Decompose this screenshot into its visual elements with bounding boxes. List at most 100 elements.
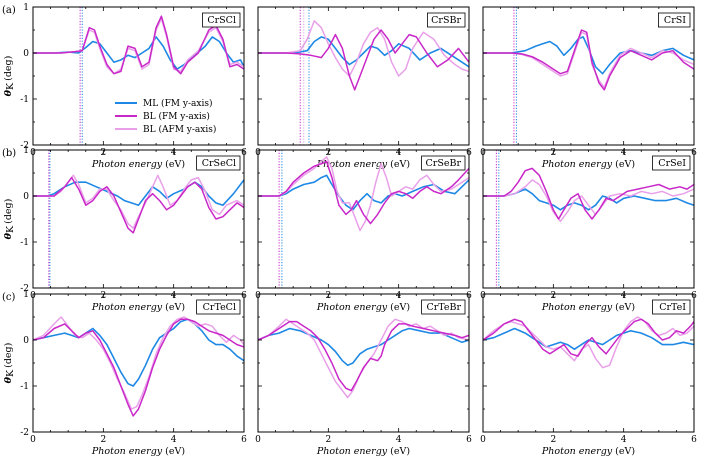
material-label-box	[421, 299, 466, 315]
legend-entry-label: BL (FM y-axis)	[143, 111, 210, 122]
material-label-box	[202, 12, 241, 28]
series-line-bl-fm	[33, 176, 244, 234]
series-line-bl-fm	[258, 320, 469, 392]
material-label: CrSBr	[431, 15, 461, 26]
y-axis-label-unit: (deg)	[3, 56, 14, 81]
x-axis-label-unit: (eV)	[390, 302, 410, 313]
series-line-bl-afm	[33, 17, 244, 75]
x-tick-label: 6	[691, 435, 697, 445]
material-label-box	[658, 12, 691, 28]
y-tick-label: -2	[20, 141, 29, 151]
series-line-ml	[258, 327, 469, 367]
x-tick-label: 0	[255, 435, 261, 445]
axes-frame	[257, 149, 470, 289]
series-line-bl-afm	[33, 174, 244, 229]
axes-frame	[482, 293, 695, 433]
panel-crsi: 0246CrSIPhoton energy(eV)	[480, 6, 697, 170]
series-line-bl-afm	[483, 316, 694, 369]
x-tick-label: 2	[550, 435, 556, 445]
x-axis-label-text: Photon energy	[91, 302, 163, 313]
series-group	[33, 174, 244, 234]
x-axis-label: Photon energy (eV)	[316, 159, 410, 170]
y-axis-label: θK(deg)	[3, 56, 16, 97]
x-axis-label-unit: (eV)	[165, 159, 185, 170]
y-tick-label: 1	[23, 290, 29, 300]
material-label: CrSCl	[207, 15, 236, 26]
material-label: CrTeBr	[426, 302, 461, 313]
row-label: (a)	[2, 5, 16, 16]
material-label: CrTeCl	[203, 302, 236, 313]
legend-entry-label: BL (AFM y-axis)	[143, 124, 216, 135]
x-tick-label: 6	[466, 435, 472, 445]
row-label: (c)	[2, 292, 16, 303]
y-axis-label-symbol: θ	[3, 376, 14, 383]
material-label: CrSeBr	[426, 158, 462, 169]
legend: ML (FM y-axis) BL (FM y-axis) BL (AFM y-ax…	[115, 98, 216, 135]
y-axis-label-symbol: θ	[3, 89, 14, 96]
series-group	[33, 316, 244, 417]
legend-entry-label: ML (FM y-axis)	[143, 98, 212, 109]
series-line-ml	[33, 318, 244, 387]
y-tick-label: -2	[20, 428, 29, 438]
axes-frame	[482, 6, 695, 146]
x-axis-label-text: Photon energy	[541, 302, 613, 313]
axes-frame	[257, 6, 470, 146]
series-line-ml	[258, 36, 469, 68]
x-axis-label-text: Photon energy	[541, 159, 613, 170]
material-label: CrSeI	[658, 158, 686, 169]
y-tick-label: -1	[20, 238, 29, 248]
x-tick-label: 4	[171, 435, 177, 445]
y-axis-label-sub: K	[5, 225, 16, 233]
y-tick-label: -2	[20, 284, 29, 294]
x-tick-label: 0	[480, 435, 486, 445]
panel-crsei: 0246CrSeIPhoton energy(eV)	[480, 149, 697, 313]
x-axis-label-unit: (eV)	[390, 159, 410, 170]
y-tick-label: 0	[23, 336, 29, 346]
x-axis-label: Photon energy (eV)	[316, 302, 410, 313]
x-axis-label-text: Photon energy	[316, 302, 388, 313]
axes-frame	[482, 149, 695, 289]
x-tick-label: 0	[30, 435, 36, 445]
axes-frame	[257, 293, 470, 433]
y-tick-label: 0	[23, 49, 29, 59]
series-line-bl-fm	[33, 318, 244, 417]
material-label: CrSeCl	[202, 158, 236, 169]
y-tick-label: -1	[20, 382, 29, 392]
x-axis-label-unit: (eV)	[390, 446, 410, 457]
x-tick-label: 2	[100, 435, 106, 445]
x-axis-label-unit: (eV)	[165, 302, 185, 313]
series-line-ml	[33, 36, 244, 70]
x-axis-label-text: Photon energy	[541, 446, 613, 457]
y-axis-label-unit: (deg)	[3, 199, 14, 224]
series-line-ml	[33, 179, 244, 206]
y-axis-label-sub: K	[5, 369, 16, 377]
y-tick-label: 0	[23, 192, 29, 202]
material-label: CrSI	[664, 15, 686, 26]
series-line-bl-fm	[258, 29, 469, 91]
x-axis-label-unit: (eV)	[165, 446, 185, 457]
x-axis-label-text: Photon energy	[91, 159, 163, 170]
material-label-box	[196, 299, 241, 315]
x-axis-label: Photon energy (eV)	[91, 302, 185, 313]
material-label-box	[652, 155, 691, 171]
y-axis-label: θK(deg)	[3, 343, 16, 384]
series-line-bl-afm	[483, 179, 694, 223]
material-label-box	[421, 155, 466, 171]
x-tick-label: 4	[396, 435, 402, 445]
y-axis-label-unit: (deg)	[3, 343, 14, 368]
series-line-bl-fm	[483, 29, 694, 91]
x-axis-label: Photon energy (eV)	[541, 159, 635, 170]
x-axis-label-text: Photon energy	[316, 446, 388, 457]
panel-crsbr: 0246CrSBrPhoton energy(eV)	[255, 6, 472, 170]
y-tick-label: 1	[23, 146, 29, 156]
x-axis-label-text: Photon energy	[316, 159, 388, 170]
series-line-bl-afm	[258, 20, 469, 77]
x-tick-label: 2	[325, 435, 331, 445]
series-line-bl-afm	[258, 156, 469, 232]
